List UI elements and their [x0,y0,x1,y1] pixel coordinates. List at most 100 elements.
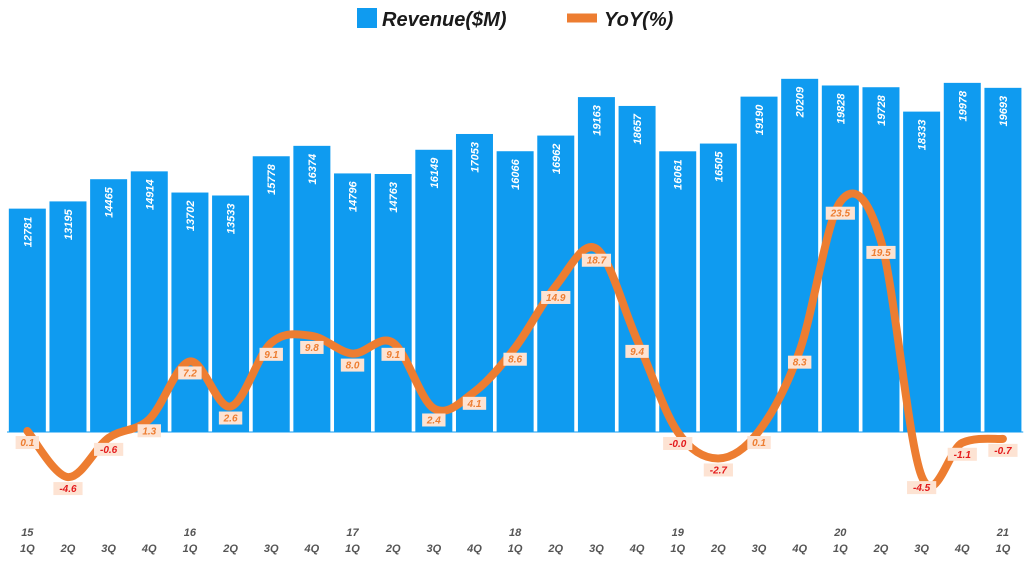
yoy-data-label: -0.6 [100,445,118,456]
x-tick-year: 16 [184,527,197,539]
x-tick-year: 21 [996,527,1009,539]
legend: Revenue($M) YoY(%) [357,8,674,31]
yoy-data-label: 7.2 [183,368,197,379]
yoy-data-label: -0.0 [669,439,687,450]
x-tick-quarter: 3Q [752,543,767,555]
yoy-data-label: 4.1 [467,399,482,410]
yoy-data-label: -4.6 [59,484,77,495]
yoy-label-box [178,366,202,380]
x-tick-quarter: 2Q [222,543,238,555]
revenue-bar-label: 14796 [348,181,360,212]
yoy-data-label: 8.6 [508,355,522,366]
x-tick-quarter: 4Q [466,543,482,555]
x-tick-quarter: 3Q [914,543,929,555]
x-tick-quarter: 1Q [996,543,1011,555]
yoy-label-box [663,437,693,450]
revenue-bar [821,85,859,433]
x-tick-quarter: 4Q [791,543,807,555]
revenue-bar-label: 19728 [876,94,888,125]
yoy-data-label: 9.8 [305,343,319,354]
x-tick-quarter: 1Q [833,543,848,555]
yoy-label-box [381,347,405,361]
yoy-label-box [340,358,365,372]
revenue-bar [334,173,372,432]
yoy-data-label: 1.3 [142,426,156,437]
x-tick-quarter: 3Q [589,543,604,555]
yoy-label-box [947,447,977,461]
revenue-bar-label: 16374 [307,154,319,185]
revenue-bar-label: 18657 [632,113,644,144]
revenue-bar-label: 13533 [226,203,238,234]
revenue-bar [618,105,656,432]
x-tick-quarter: 2Q [60,543,76,555]
revenue-bar [130,171,168,432]
yoy-label-box [462,396,487,410]
revenue-bar [984,87,1022,433]
yoy-data-label: 19.5 [871,248,891,259]
x-tick-quarter: 1Q [183,543,198,555]
x-tick-quarter: 1Q [670,543,685,555]
yoy-label-box [581,253,612,267]
revenue-bar-label: 16066 [510,158,522,189]
x-tick-year: 19 [672,527,685,539]
yoy-label-box [747,436,771,450]
x-tick-quarter: 4Q [629,543,645,555]
yoy-label-box [15,436,40,450]
x-tick-year: 17 [346,527,359,539]
revenue-bar [49,201,87,432]
revenue-bar-label: 18333 [917,120,929,151]
legend-revenue-label: Revenue($M) [382,9,507,31]
x-axis: 15 1Q 2Q 3Q 4Q 16 1Q 2Q 3Q 4Q 17 1Q 2Q 3Q 4Q 18 1Q 2Q 3Q 4Q… [20,527,1011,555]
x-tick-quarter: 2Q [385,543,401,555]
yoy-data-label: 18.7 [587,256,607,267]
yoy-data-label: -2.7 [710,465,728,476]
revenue-bar-label: 16505 [713,151,725,182]
yoy-data-label: 2.6 [223,414,238,425]
x-tick-quarter: 2Q [873,543,889,555]
yoy-data-label: 0.1 [20,438,34,449]
x-tick-quarter: 1Q [508,543,523,555]
revenue-bar [699,143,737,432]
yoy-line: 0.1 -4.6 -0.6 1.3 7.2 2.6 9.1 9.8 8.0 9.1 2.4 4.1 8.… [15,189,1018,496]
yoy-label-box [907,481,937,495]
yoy-label-box [300,340,324,354]
yoy-data-label: 2.4 [426,415,441,426]
yoy-label-box [503,352,527,366]
revenue-bar [374,173,412,432]
x-tick-quarter: 3Q [264,543,279,555]
revenue-bar-label: 16149 [429,157,441,188]
revenue-bar [903,111,941,432]
revenue-bar [659,151,697,432]
yoy-data-label: 9.1 [264,350,278,361]
yoy-label-box [825,206,855,220]
revenue-bar [740,96,778,433]
x-tick-quarter: 3Q [426,543,441,555]
revenue-bar [171,192,209,432]
revenue-bar-label: 19190 [754,104,766,135]
yoy-data-label: -4.5 [913,483,931,494]
yoy-label-box [422,413,446,427]
revenue-bar-label: 16061 [673,159,685,190]
yoy-label-box [703,463,733,477]
x-tick-quarter: 2Q [547,543,563,555]
revenue-bar-label: 12781 [22,217,34,248]
x-tick-quarter: 1Q [20,543,35,555]
yoy-data-label: 8.3 [793,358,807,369]
yoy-data-label: 0.1 [752,438,766,449]
yoy-label-box [94,442,124,456]
yoy-data-label: 14.9 [546,293,566,304]
x-tick-year: 15 [21,527,34,539]
yoy-label-box [541,290,571,304]
revenue-bar-label: 19163 [591,105,603,136]
yoy-label-box [53,482,83,496]
legend-revenue-swatch [357,8,377,28]
x-tick-quarter: 4Q [304,543,320,555]
yoy-data-label: 23.5 [830,209,851,220]
x-tick-quarter: 1Q [345,543,360,555]
revenue-bar [943,82,981,433]
revenue-bar-label: 13195 [63,209,75,240]
yoy-data-label: 8.0 [346,361,360,372]
revenue-bar-label: 19693 [998,96,1010,127]
yoy-label-box [218,411,243,425]
